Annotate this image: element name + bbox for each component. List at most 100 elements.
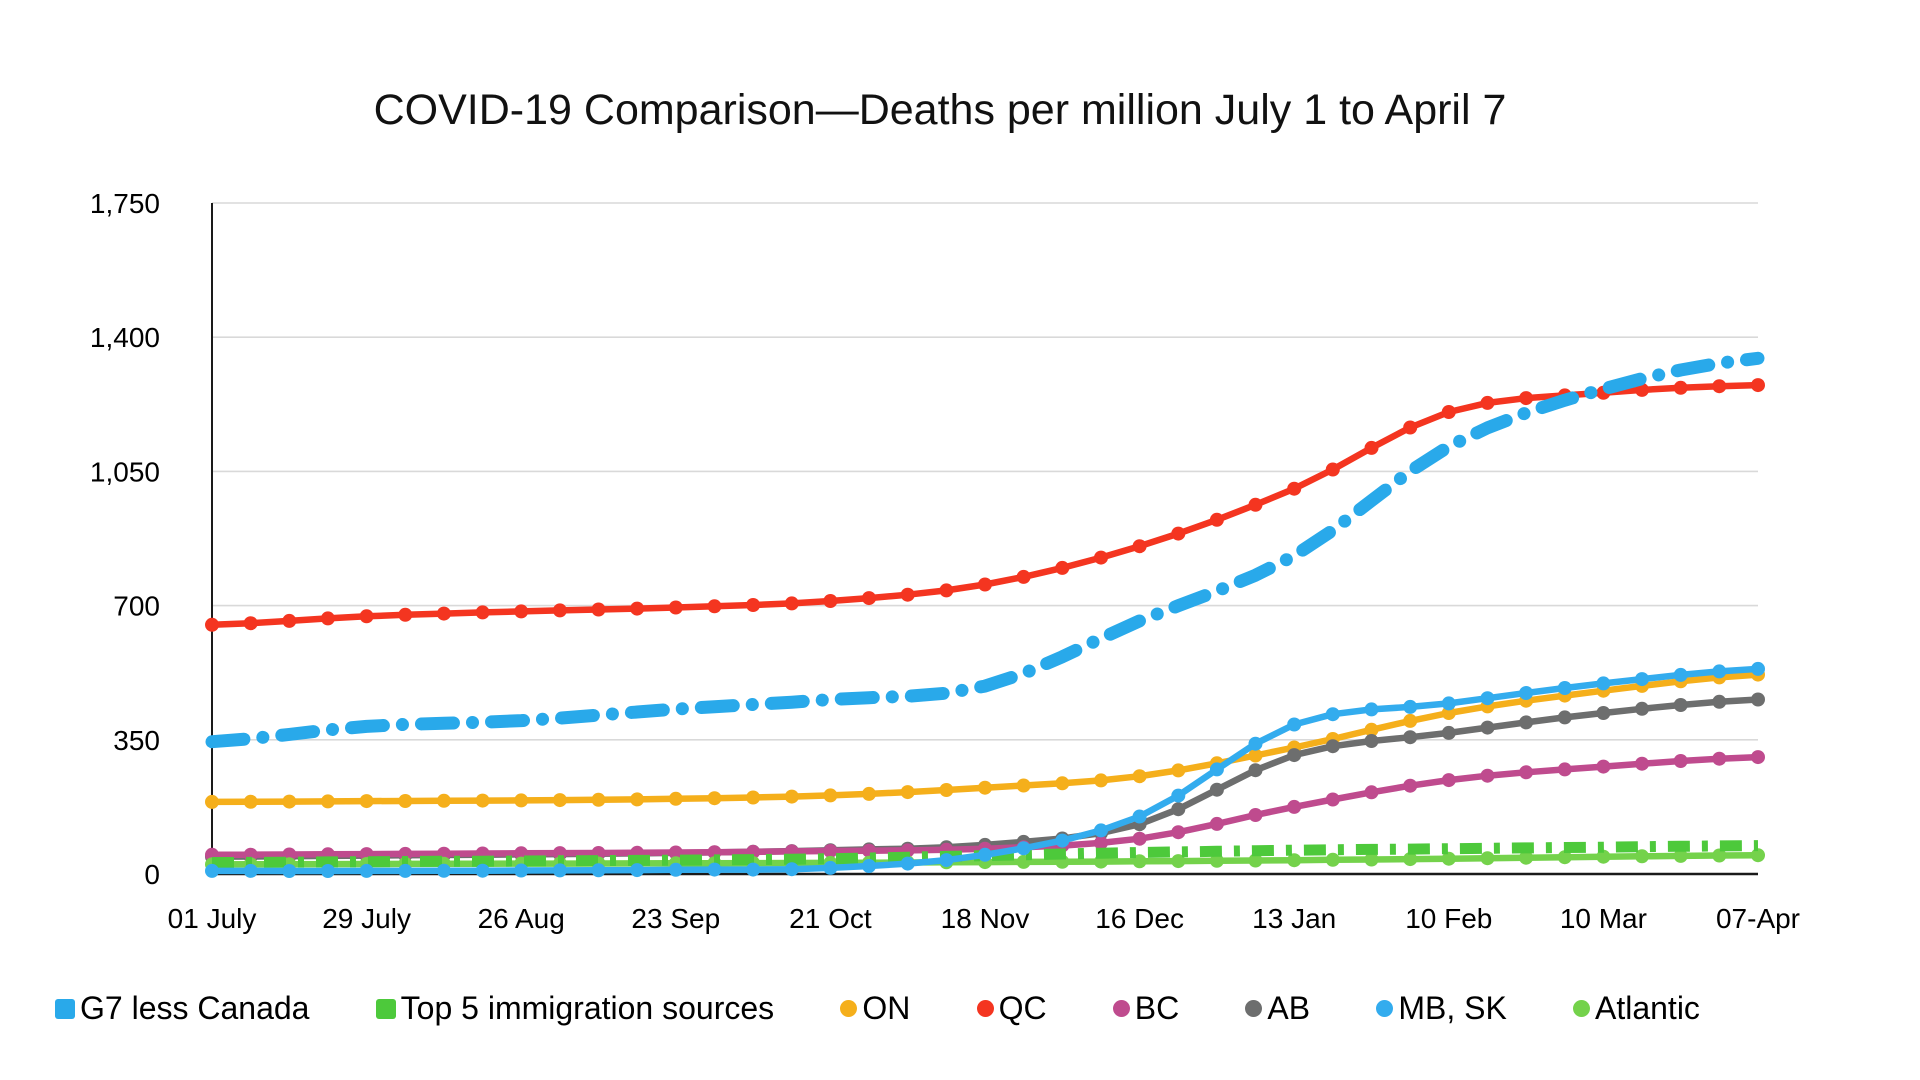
- series-point-atlantic: [1441, 851, 1456, 866]
- legend-label-bc: BC: [1134, 990, 1180, 1026]
- series-point-mb-sk: [1557, 681, 1572, 695]
- series-point-qc: [591, 602, 606, 617]
- series-point-qc: [398, 607, 413, 622]
- series-point-mb-sk: [1403, 699, 1418, 714]
- y-axis-tick-label: 350: [113, 725, 160, 756]
- series-point-atlantic: [1209, 853, 1224, 868]
- series-point-mb-sk: [320, 864, 335, 878]
- series-point-ab: [1364, 734, 1379, 748]
- series-point-qc: [436, 606, 451, 621]
- series-point-mb-sk: [978, 847, 992, 862]
- series-point-qc: [1171, 526, 1186, 541]
- line-chart: 0 350 700 1,050 1,400 1,750 01 July 29 July 26 A…: [90, 188, 1800, 934]
- series-point-bc: [398, 846, 413, 861]
- series-point-on: [398, 794, 413, 808]
- legend-label-atlantic: Atlantic: [1594, 990, 1700, 1026]
- series-point-ab: [1557, 710, 1572, 725]
- series-point-on: [552, 793, 567, 808]
- series-point-ab: [1209, 782, 1224, 797]
- series-point-atlantic: [1132, 854, 1147, 869]
- series-point-bc: [1751, 750, 1765, 765]
- series-point-mb-sk: [1441, 696, 1456, 711]
- series-point-qc: [784, 596, 799, 611]
- series-point-atlantic: [1557, 850, 1572, 865]
- series-point-on: [784, 789, 799, 804]
- legend-item-atlantic: Atlantic: [1572, 990, 1700, 1027]
- series-point-qc: [475, 605, 490, 620]
- x-axis-tick-label: 13 Jan: [1252, 903, 1336, 934]
- series-point-ab: [1751, 692, 1765, 707]
- series-point-qc: [205, 617, 219, 632]
- series-point-ab: [1403, 730, 1418, 745]
- series-point-atlantic: [1596, 849, 1611, 864]
- series-point-qc: [746, 598, 761, 612]
- series-point-on: [746, 790, 761, 805]
- legend-marker-on-circle-icon: [840, 1000, 858, 1017]
- series-point-atlantic: [1403, 852, 1418, 867]
- series-point-mb-sk: [1480, 691, 1495, 706]
- series-point-mb-sk: [862, 859, 876, 873]
- series-point-atlantic: [1287, 853, 1302, 868]
- chart-title: COVID-19 Comparison—Deaths per million J…: [373, 86, 1507, 134]
- series-point-bc: [1673, 754, 1688, 768]
- series-point-qc: [243, 616, 258, 631]
- series-point-mb-sk: [1751, 661, 1765, 676]
- series-point-bc: [1557, 762, 1572, 777]
- legend-label-top-5-immigration-sources: Top 5 immigration sources: [400, 990, 775, 1026]
- series-point-ab: [1712, 694, 1727, 709]
- x-axis-tick-label: 18 Nov: [941, 903, 1030, 934]
- series-point-bc: [1480, 768, 1495, 783]
- x-axis-tick-label: 01 July: [168, 903, 257, 934]
- series-point-on: [900, 785, 915, 800]
- series-point-mb-sk: [1364, 702, 1379, 717]
- series-point-bc: [1287, 799, 1302, 814]
- series-point-on: [243, 794, 258, 809]
- series-point-on: [978, 780, 992, 795]
- series-point-mb-sk: [436, 863, 451, 878]
- series-point-bc: [1209, 816, 1224, 831]
- series-point-atlantic: [1171, 854, 1186, 869]
- series-point-qc: [978, 577, 992, 592]
- series-point-bc: [668, 845, 683, 860]
- series-point-mb-sk: [1209, 762, 1224, 777]
- series-point-atlantic: [1712, 848, 1727, 863]
- series-point-mb-sk: [746, 862, 761, 877]
- series-point-qc: [668, 600, 683, 615]
- legend-marker-qc-circle-icon: [976, 1000, 994, 1017]
- legend-label-ab: AB: [1267, 990, 1311, 1026]
- series-point-ab: [1635, 701, 1649, 716]
- series-point-qc: [552, 603, 567, 618]
- series-point-on: [1248, 748, 1263, 763]
- series-point-qc: [359, 609, 374, 624]
- series-point-on: [939, 783, 954, 797]
- series-point-qc: [862, 591, 876, 606]
- series-point-bc: [823, 844, 838, 858]
- series-point-qc: [823, 594, 838, 608]
- series-point-mb-sk: [243, 863, 258, 878]
- series-point-mb-sk: [591, 863, 606, 878]
- series-point-on: [1016, 778, 1031, 793]
- x-axis-tick-label: 16 Dec: [1095, 903, 1184, 934]
- series-point-on: [823, 788, 838, 803]
- series-point-bc: [1248, 808, 1263, 822]
- series-point-on: [630, 792, 645, 807]
- series-point-mb-sk: [1596, 676, 1611, 691]
- legend-item-bc: BC: [1112, 990, 1180, 1027]
- series-point-on: [591, 792, 606, 807]
- series-point-mb-sk: [552, 863, 567, 878]
- series-point-on: [475, 793, 490, 808]
- series-point-on: [1441, 706, 1456, 720]
- series-point-bc: [1712, 751, 1727, 766]
- series-point-bc: [1094, 835, 1108, 850]
- legend-label-qc: QC: [998, 990, 1047, 1026]
- series-point-qc: [1055, 560, 1070, 575]
- series-point-qc: [1480, 395, 1495, 410]
- series-point-bc: [1596, 759, 1611, 774]
- series-point-ab: [1673, 698, 1688, 712]
- legend-item-qc: QC: [976, 990, 1047, 1027]
- series-point-on: [320, 794, 335, 809]
- x-axis-tick-label: 21 Oct: [789, 903, 872, 934]
- series-point-bc: [1171, 825, 1186, 840]
- series-point-qc: [1132, 539, 1147, 554]
- series-point-bc: [1441, 773, 1456, 788]
